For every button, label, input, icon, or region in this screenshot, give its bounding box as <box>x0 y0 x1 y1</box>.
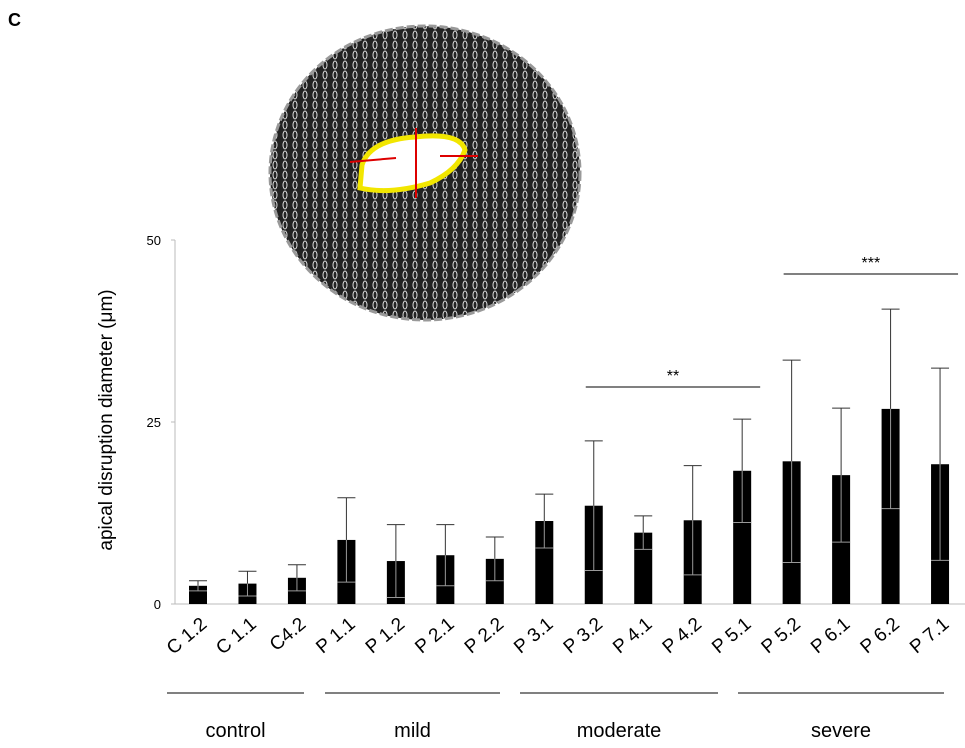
x-tick-label: P 6.1 <box>807 614 854 658</box>
micrograph <box>268 24 582 322</box>
significance-label: *** <box>862 255 881 272</box>
x-tick-label: P 4.1 <box>609 614 656 658</box>
bar <box>485 558 504 604</box>
group-label: mild <box>394 720 431 742</box>
x-tick-label: P 7.1 <box>906 614 953 658</box>
x-tick-label: P 3.1 <box>510 614 557 658</box>
x-tick-label: P 4.2 <box>659 614 706 658</box>
significance-label: ** <box>667 368 679 385</box>
x-tick-label: P 1.2 <box>362 614 409 658</box>
bar <box>733 470 752 604</box>
x-tick-label: P 5.1 <box>708 614 755 658</box>
x-tick-label: P 1.1 <box>312 614 359 658</box>
y-tick-label: 0 <box>154 597 161 612</box>
y-tick-label: 50 <box>147 233 161 248</box>
group-label: severe <box>811 720 871 742</box>
x-tick-label: P 3.2 <box>560 614 607 658</box>
bar <box>535 521 554 604</box>
panel-label: C <box>8 10 21 30</box>
group-label: control <box>205 720 265 742</box>
x-tick-label: P 2.1 <box>411 614 458 658</box>
x-tick-label: P 6.2 <box>857 614 904 658</box>
y-axis-label: apical disruption diameter (μm) <box>96 289 117 550</box>
x-tick-label: C 1.1 <box>212 614 260 659</box>
group-label: moderate <box>577 720 662 742</box>
x-tick-label: C 1.2 <box>163 614 211 659</box>
x-tick-label: P 5.2 <box>758 614 805 658</box>
x-tick-label: P 2.2 <box>461 614 508 658</box>
x-tick-label: C4.2 <box>266 614 310 656</box>
bar <box>634 532 653 604</box>
bar <box>189 585 207 604</box>
y-tick-label: 25 <box>147 415 161 430</box>
